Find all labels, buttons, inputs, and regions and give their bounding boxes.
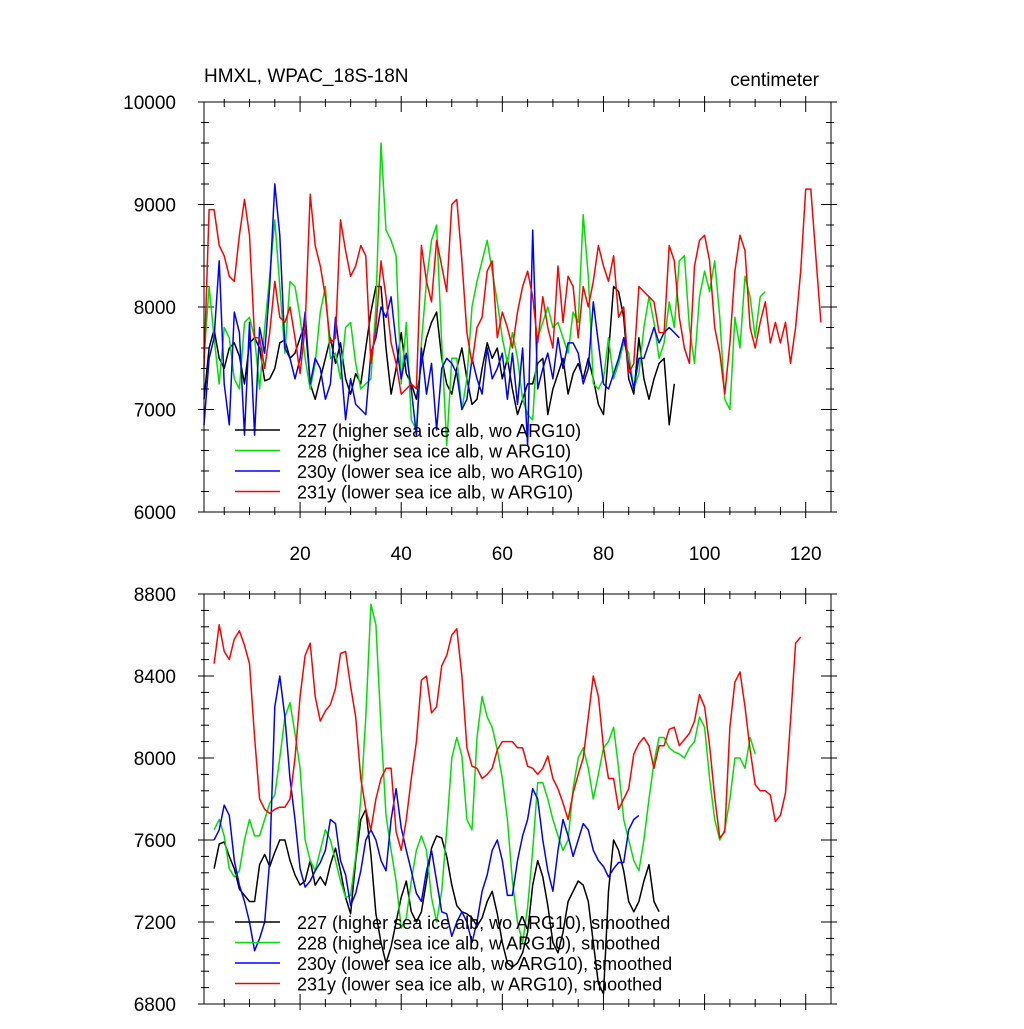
top-legend-label-2: 230y (lower sea ice alb, wo ARG10) — [297, 462, 583, 482]
top-series-line-0 — [203, 285, 676, 426]
top-x-tick-label: 120 — [790, 544, 822, 565]
top-series-line-1 — [203, 142, 766, 447]
top-series-line-3 — [203, 188, 822, 395]
bottom-series-line-2 — [213, 675, 640, 952]
bottom-y-tick-label: 7200 — [134, 913, 176, 934]
bottom-series-line-1 — [213, 603, 756, 944]
top-x-tick-label: 20 — [290, 544, 311, 565]
top-legend-label-3: 231y (lower sea ice alb, w ARG10) — [297, 483, 573, 503]
top-legend-label-1: 228 (higher sea ice alb, w ARG10) — [297, 442, 571, 462]
top-y-tick-label: 10000 — [123, 93, 176, 114]
top-x-tick-labels: 20 40 60 80 100 120 — [290, 544, 822, 565]
top-x-tick-label: 40 — [391, 544, 412, 565]
bottom-y-tick-label: 6800 — [134, 995, 176, 1016]
top-chart-units: centimeter — [730, 70, 819, 91]
bottom-series-line-3 — [213, 624, 802, 852]
bottom-y-tick-label: 8800 — [134, 585, 176, 606]
top-y-tick-labels: 6000 7000 8000 9000 10000 — [123, 93, 176, 524]
top-legend: 227 (higher sea ice alb, wo ARG10)228 (h… — [235, 421, 583, 503]
top-panel: HMXL, WPAC_18S-18N centimeter 6000 7000 80… — [123, 66, 837, 565]
top-y-tick-label: 9000 — [134, 196, 176, 217]
bottom-axis-ticks — [198, 588, 837, 1010]
top-y-tick-label: 6000 — [134, 503, 176, 524]
bottom-legend-label-2: 230y (lower sea ice alb, wo ARG10), smoo… — [297, 954, 672, 974]
bottom-legend-label-3: 231y (lower sea ice alb, w ARG10), smoot… — [297, 975, 662, 995]
top-y-tick-label: 8000 — [134, 298, 176, 319]
bottom-y-tick-label: 8000 — [134, 749, 176, 770]
bottom-legend-label-1: 228 (higher sea ice alb, w ARG10), smoot… — [297, 934, 660, 954]
top-y-tick-label: 7000 — [134, 401, 176, 422]
top-legend-label-0: 227 (higher sea ice alb, wo ARG10) — [297, 421, 581, 441]
bottom-legend-label-0: 227 (higher sea ice alb, wo ARG10), smoo… — [297, 913, 670, 933]
bottom-series-line-0 — [213, 808, 660, 995]
bottom-y-tick-labels: 6800 7200 7600 8000 8400 8800 — [134, 585, 176, 1016]
bottom-y-tick-label: 7600 — [134, 831, 176, 852]
top-series-line-2 — [203, 183, 680, 447]
top-x-tick-label: 80 — [593, 544, 614, 565]
top-series-lines — [203, 142, 822, 447]
bottom-panel: 6800 7200 7600 8000 8400 8800 227 (higher sea… — [134, 585, 837, 1016]
bottom-y-tick-label: 8400 — [134, 667, 176, 688]
top-chart-title: HMXL, WPAC_18S-18N — [204, 66, 409, 87]
bottom-plot-frame — [203, 593, 832, 1005]
top-x-tick-label: 60 — [492, 544, 513, 565]
top-plot-frame — [203, 101, 832, 513]
top-x-tick-label: 100 — [689, 544, 721, 565]
bottom-series-lines — [213, 603, 802, 995]
bottom-legend: 227 (higher sea ice alb, wo ARG10), smoo… — [235, 913, 672, 995]
